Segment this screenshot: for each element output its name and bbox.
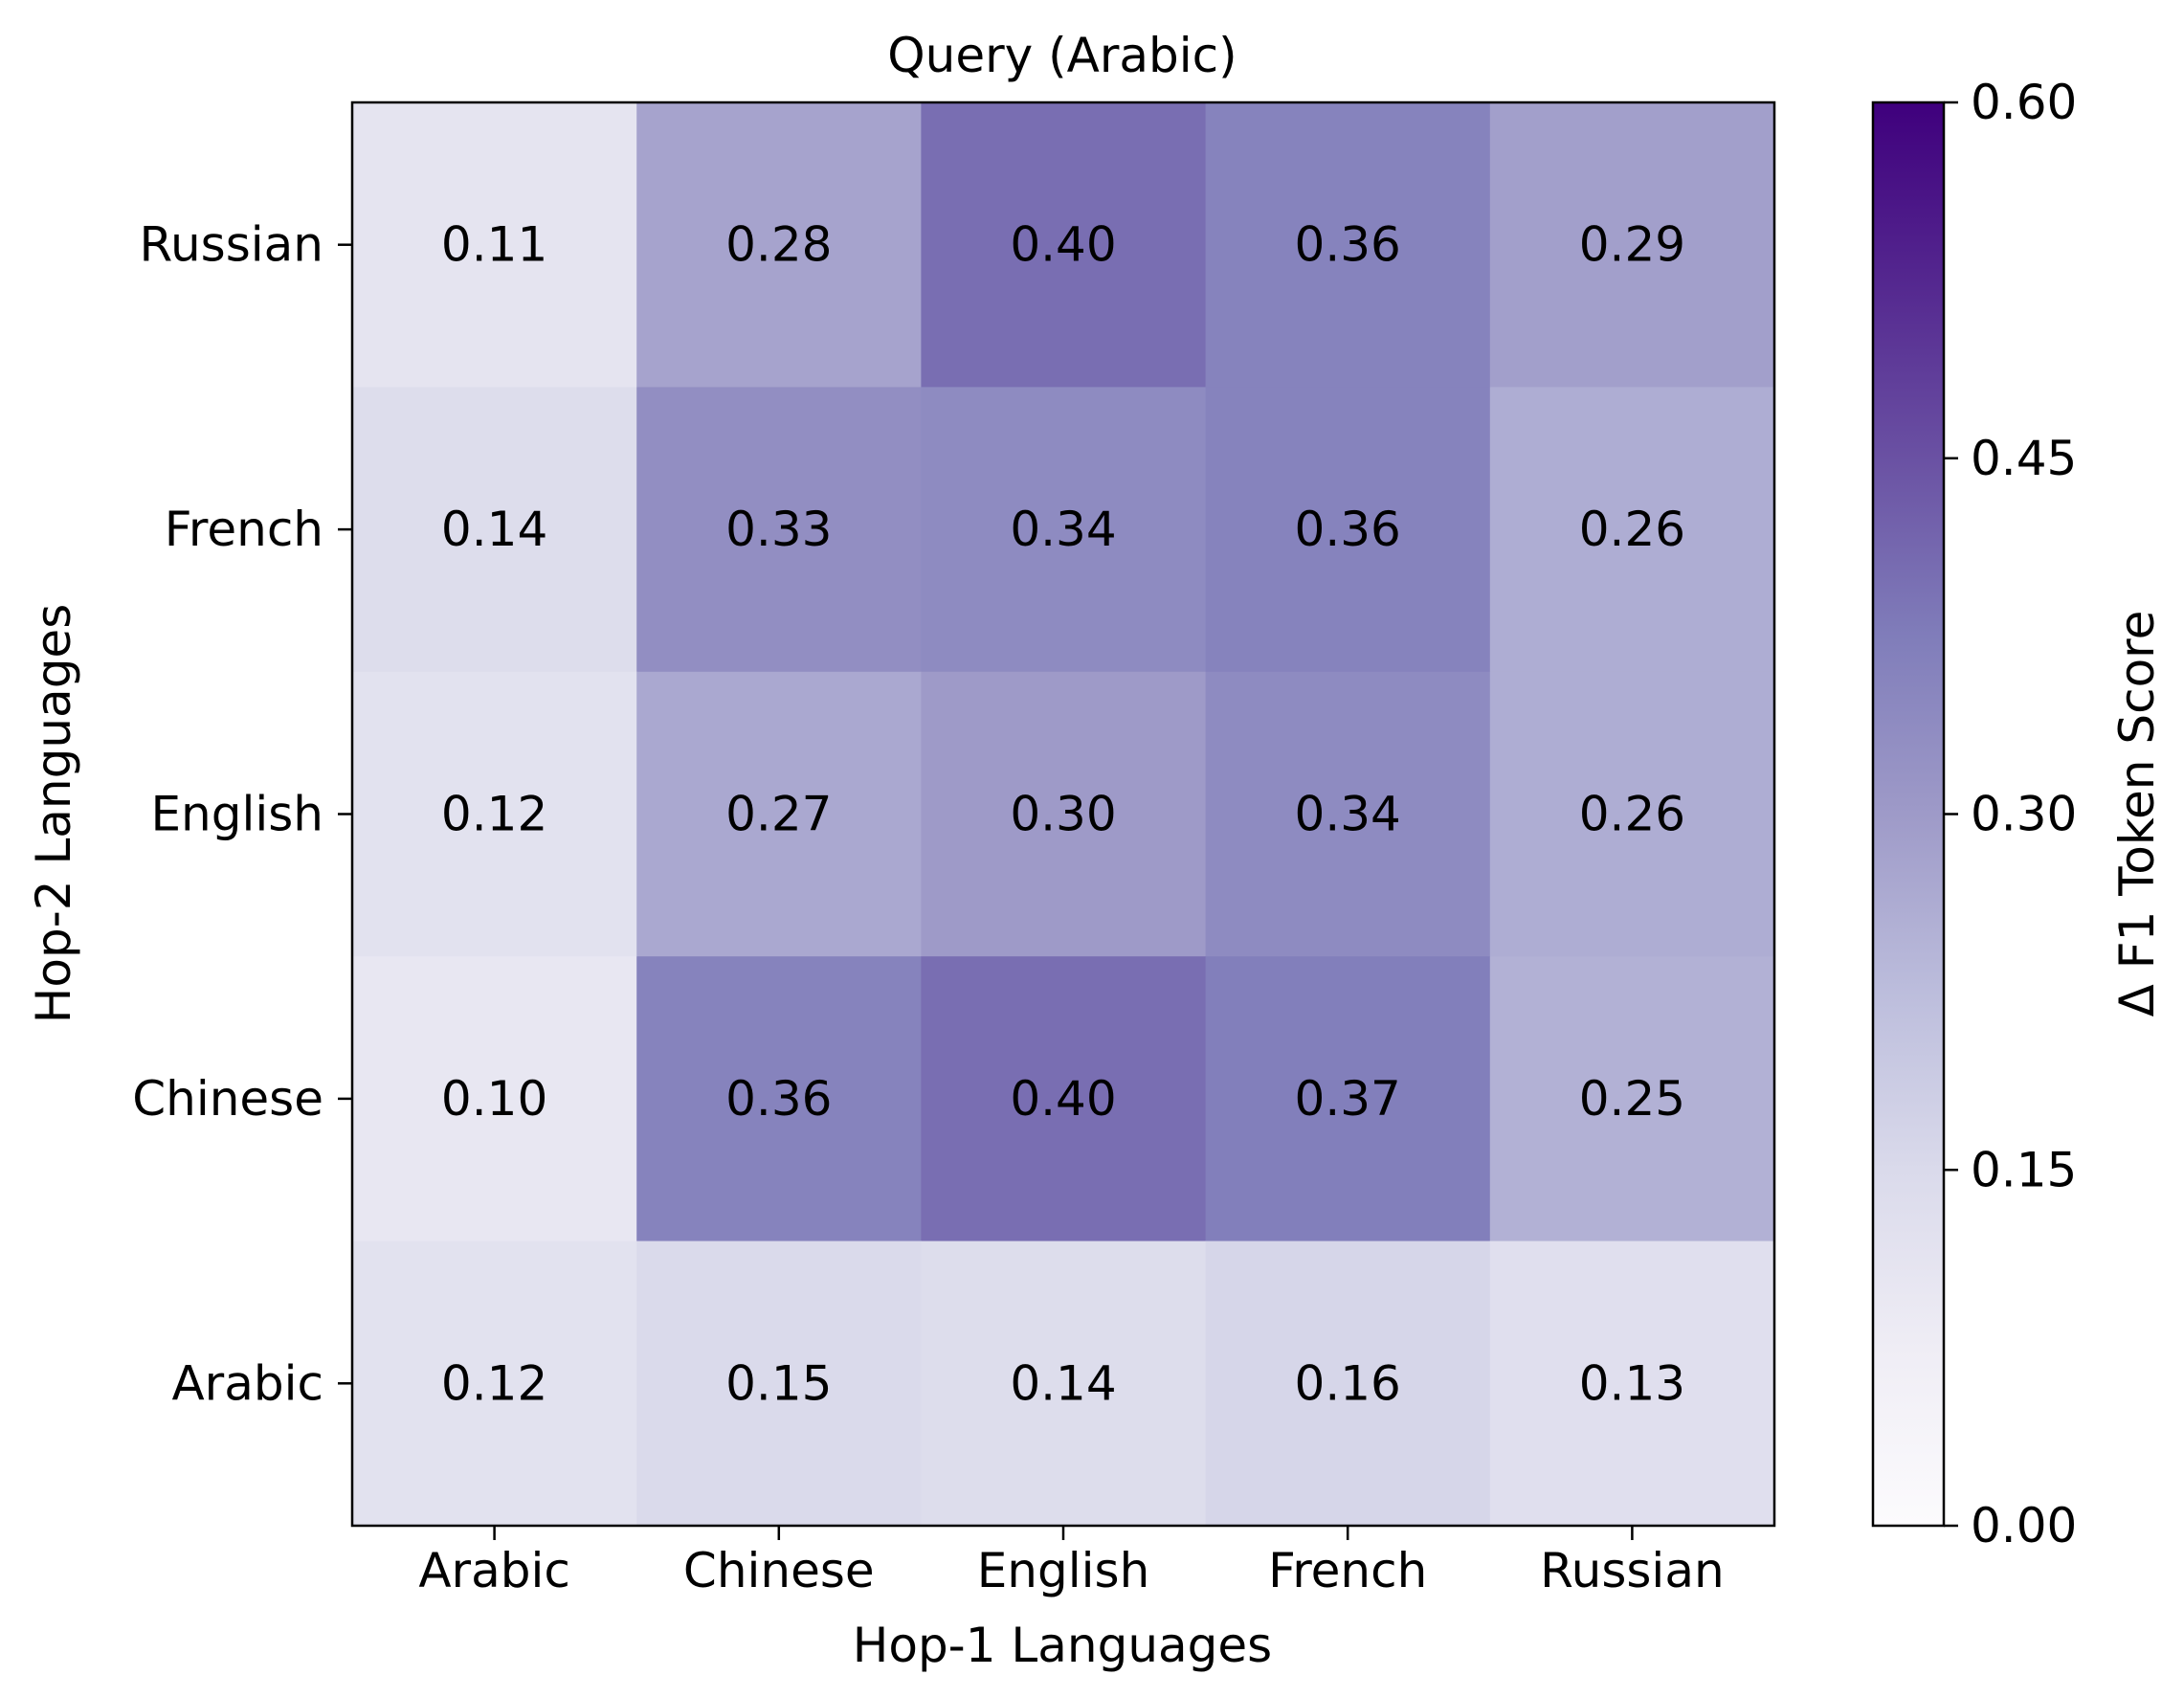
x-tick-label: Chinese [683,1543,875,1598]
heatmap-cell [921,1240,1207,1527]
colorbar-axis: 0.00 0.15 0.30 0.45 0.60 [1944,75,2077,1553]
cell-value-label: 0.33 [725,502,832,557]
heatmap-cell [352,956,637,1242]
cell-value-label: 0.13 [1579,1355,1685,1411]
cell-value-label: 0.34 [1010,502,1116,557]
cell-value-label: 0.10 [441,1071,547,1127]
heatmap-cell [1489,1240,1775,1527]
x-tick-label: French [1268,1543,1427,1598]
heatmap-cell [636,671,922,957]
heatmap-cell [636,1240,922,1527]
heatmap-cell [921,671,1207,957]
heatmap-cell [636,956,922,1242]
cell-value-label: 0.14 [441,502,547,557]
colorbar-tick-label: 0.30 [1971,787,2077,842]
y-tick-label: Chinese [132,1071,323,1127]
cell-value-label: 0.29 [1579,217,1685,273]
cell-value-label: 0.27 [725,787,832,842]
chart-title: Query (Arabic) [887,28,1237,83]
cell-value-label: 0.16 [1295,1355,1401,1411]
heatmap-cell [352,102,637,388]
heatmap-cell [352,671,637,957]
colorbar [1871,101,1946,1528]
cell-value-label: 0.12 [441,787,547,842]
heatmap-cell [1489,671,1775,957]
heatmap-cell [921,102,1207,388]
cell-value-label: 0.26 [1579,502,1685,557]
x-axis-label: Hop-1 Languages [853,1618,1272,1673]
cell-value-label: 0.14 [1010,1355,1116,1411]
y-axis-label: Hop-2 Languages [26,604,81,1023]
heatmap-cell [636,387,922,673]
x-tick-label: English [977,1543,1150,1598]
cell-value-label: 0.15 [725,1355,832,1411]
heatmap-cell [1205,387,1491,673]
heatmap-cell-labels: 0.11 0.28 0.40 0.36 0.29 0.14 0.33 0.34 0.36 0.26… [441,217,1685,1412]
y-tick-label: Arabic [171,1355,323,1411]
colorbar-tick-label: 0.15 [1971,1142,2077,1197]
cell-value-label: 0.11 [441,217,547,273]
heatmap-cell [1205,102,1491,388]
cell-value-label: 0.12 [441,1355,547,1411]
colorbar-tick-label: 0.60 [1971,75,2077,130]
cell-value-label: 0.25 [1579,1071,1685,1127]
heatmap-cell [1205,956,1491,1242]
colorbar-label: Δ F1 Token Score [2109,611,2165,1017]
cell-value-label: 0.40 [1010,217,1116,273]
x-tick-label: Russian [1540,1543,1725,1598]
y-tick-label: English [150,787,323,842]
heatmap-cells [352,102,1775,1527]
cell-value-label: 0.30 [1010,787,1116,842]
heatmap-cell [1489,387,1775,673]
cell-value-label: 0.36 [1295,217,1401,273]
cell-value-label: 0.40 [1010,1071,1116,1127]
cell-value-label: 0.36 [1295,502,1401,557]
y-tick-label: Russian [139,217,323,273]
heatmap-cell [921,387,1207,673]
heatmap-cell [921,956,1207,1242]
heatmap-cell [352,387,637,673]
colorbar-tick-label: 0.45 [1971,431,2077,486]
heatmap-cell [1489,102,1775,388]
x-axis: Arabic Chinese English French Russian [418,1526,1725,1598]
cell-value-label: 0.34 [1295,787,1401,842]
colorbar-tick-label: 0.00 [1971,1498,2077,1553]
y-tick-label: French [165,502,323,557]
heatmap-cell [1205,1240,1491,1527]
cell-value-label: 0.37 [1295,1071,1401,1127]
heatmap-cell [1489,956,1775,1242]
heatmap-cell [636,102,922,388]
cell-value-label: 0.26 [1579,787,1685,842]
heatmap-cell [1205,671,1491,957]
heatmap-cell [352,1240,637,1527]
y-axis: Russian French English Chinese Arabic [132,217,352,1411]
cell-value-label: 0.36 [725,1071,832,1127]
cell-value-label: 0.28 [725,217,832,273]
x-tick-label: Arabic [418,1543,570,1598]
